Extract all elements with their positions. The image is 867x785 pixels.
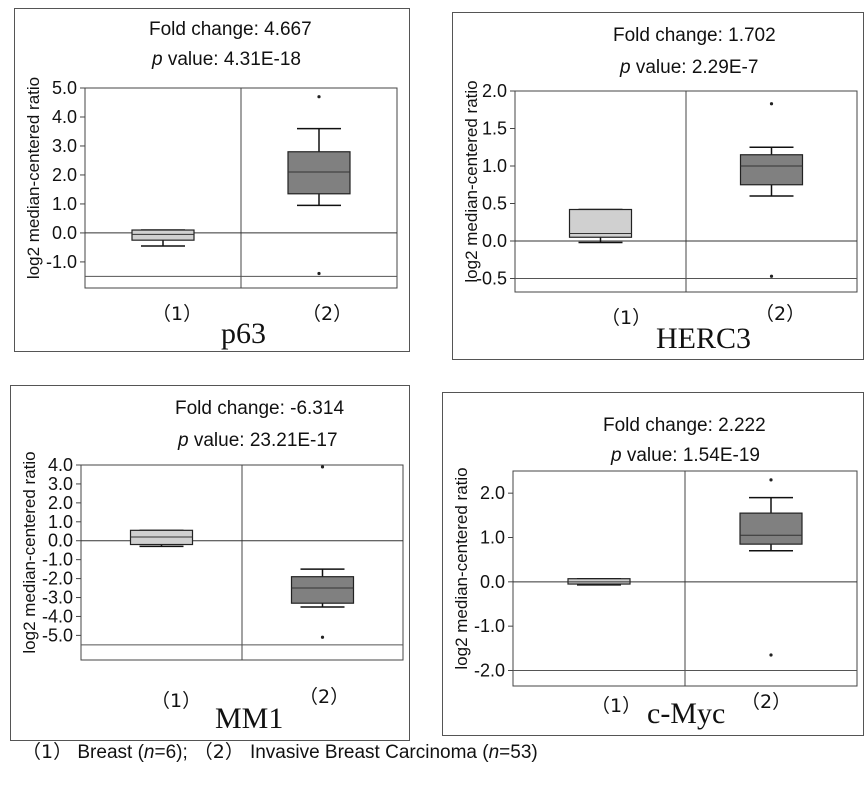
y-tick-label: 1.5 bbox=[482, 119, 507, 139]
y-tick-label: 0.0 bbox=[480, 572, 505, 592]
y-tick-label: 2.0 bbox=[52, 165, 77, 185]
y-tick-label: 0.0 bbox=[52, 223, 77, 243]
outlier-point bbox=[320, 465, 325, 469]
gene-title: c-Myc bbox=[647, 697, 726, 730]
legend-group-2-count: =53) bbox=[499, 742, 538, 763]
fold-change-label: Fold change: 4.667 bbox=[149, 19, 312, 40]
box-iqr bbox=[290, 576, 355, 604]
group-2-label: （2） bbox=[302, 303, 353, 325]
box-iqr bbox=[131, 229, 195, 241]
y-tick-label: 3.0 bbox=[48, 474, 73, 494]
legend-group-2-mark: （2） bbox=[187, 741, 250, 763]
outlier-point bbox=[317, 271, 321, 276]
outlier-point bbox=[320, 635, 325, 639]
y-tick-label: -1.0 bbox=[474, 616, 505, 636]
y-tick-label: 3.0 bbox=[52, 136, 77, 156]
outlier-point bbox=[317, 95, 321, 99]
y-tick-label: 0.5 bbox=[482, 194, 507, 214]
y-tick-label: -2.0 bbox=[474, 660, 505, 680]
y-tick-label: -2.0 bbox=[42, 569, 73, 589]
box-iqr bbox=[568, 208, 633, 238]
legend-n-symbol: n bbox=[488, 742, 500, 763]
y-tick-label: 2.0 bbox=[48, 493, 73, 513]
gene-title: p63 bbox=[221, 317, 266, 350]
fold-change-label: Fold change: 2.222 bbox=[603, 415, 766, 436]
group-2-label: （2） bbox=[755, 303, 806, 325]
box-iqr bbox=[287, 151, 351, 195]
panel-c-myc: Fold change: 2.222 p value: 1.54E-19 2.0… bbox=[442, 392, 864, 736]
y-tick-label: -1.0 bbox=[46, 252, 77, 272]
y-tick-label: 5.0 bbox=[52, 78, 77, 98]
y-tick-label: -0.5 bbox=[476, 269, 507, 289]
gene-title: MM1 bbox=[215, 702, 284, 735]
legend-group-1-name: Breast ( bbox=[72, 742, 144, 763]
y-axis-title: log2 median-centered ratio bbox=[452, 467, 471, 669]
group-1-label: （1） bbox=[152, 303, 203, 325]
panel-herc3: Fold change: 1.702 p value: 2.29E-7 2.0 1… bbox=[452, 12, 864, 360]
y-tick-label: 2.0 bbox=[480, 483, 505, 503]
outlier-point bbox=[769, 653, 773, 657]
group-2-label: （2） bbox=[299, 686, 350, 708]
outlier-point bbox=[769, 478, 773, 482]
group-2-label: （2） bbox=[741, 691, 792, 713]
box-iqr bbox=[739, 512, 803, 545]
y-axis-title: log2 median-centered ratio bbox=[462, 80, 481, 282]
group-legend: （1） Breast (n=6); （2） Invasive Breast Ca… bbox=[22, 737, 538, 764]
y-tick-label: 1.0 bbox=[48, 512, 73, 532]
gene-title: HERC3 bbox=[656, 322, 752, 355]
fold-change-label: Fold change: -6.314 bbox=[175, 398, 345, 419]
panel-mm1: Fold change: -6.314 p value: 23.21E-17 4… bbox=[10, 385, 410, 741]
box-plot-mm1: 4.03.02.01.00.0-1.0-2.0-3.0-4.0-5.0log2 … bbox=[20, 451, 404, 661]
y-tick-label: 1.0 bbox=[480, 527, 505, 547]
y-axis-title: log2 median-centered ratio bbox=[24, 77, 43, 279]
fold-change-label: Fold change: 1.702 bbox=[613, 25, 776, 46]
box-iqr bbox=[739, 154, 804, 186]
y-tick-label: 0.0 bbox=[482, 231, 507, 251]
y-tick-label: 1.0 bbox=[52, 194, 77, 214]
y-tick-label: -3.0 bbox=[42, 588, 73, 608]
p-value-label: p value: 4.31E-18 bbox=[152, 49, 301, 70]
y-tick-label: -1.0 bbox=[42, 550, 73, 570]
panel-p63: Fold change: 4.667 p value: 4.31E-18 5.0… bbox=[14, 8, 410, 352]
p-value-label: p value: 1.54E-19 bbox=[611, 445, 760, 466]
y-tick-label: 1.0 bbox=[482, 156, 507, 176]
y-tick-label: 0.0 bbox=[48, 531, 73, 551]
legend-group-1-count: =6); bbox=[154, 742, 188, 763]
p-value-label: p value: 23.21E-17 bbox=[178, 430, 338, 451]
y-tick-label: 2.0 bbox=[482, 81, 507, 101]
y-tick-label: 4.0 bbox=[48, 455, 73, 475]
p-value-label: p value: 2.29E-7 bbox=[620, 57, 759, 78]
legend-group-1-mark: （1） bbox=[22, 741, 73, 763]
y-tick-label: -5.0 bbox=[42, 625, 73, 645]
y-tick-label: -4.0 bbox=[42, 606, 73, 626]
y-tick-label: 4.0 bbox=[52, 107, 77, 127]
legend-n-symbol: n bbox=[143, 742, 155, 763]
group-1-label: （1） bbox=[151, 690, 202, 712]
legend-group-2-name: Invasive Breast Carcinoma ( bbox=[249, 742, 489, 763]
group-1-label: （1） bbox=[601, 307, 652, 329]
y-axis-title: log2 median-centered ratio bbox=[20, 451, 39, 653]
outlier-point bbox=[769, 274, 774, 278]
group-1-label: （1） bbox=[591, 695, 642, 717]
outlier-point bbox=[769, 102, 774, 106]
